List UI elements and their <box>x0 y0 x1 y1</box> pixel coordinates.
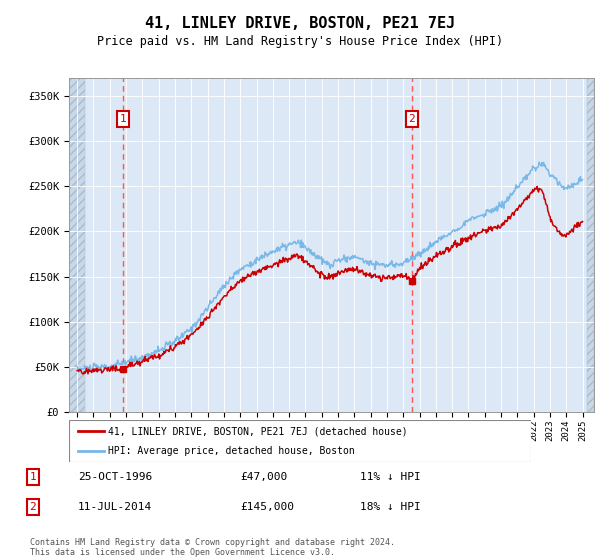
Text: 18% ↓ HPI: 18% ↓ HPI <box>360 502 421 512</box>
Text: £145,000: £145,000 <box>240 502 294 512</box>
Text: 2: 2 <box>29 502 37 512</box>
Text: 1: 1 <box>29 472 37 482</box>
Text: 2: 2 <box>409 114 415 124</box>
Text: 1: 1 <box>119 114 127 124</box>
Text: 41, LINLEY DRIVE, BOSTON, PE21 7EJ (detached house): 41, LINLEY DRIVE, BOSTON, PE21 7EJ (deta… <box>108 426 408 436</box>
Bar <box>69 78 85 412</box>
Text: £47,000: £47,000 <box>240 472 287 482</box>
Text: HPI: Average price, detached house, Boston: HPI: Average price, detached house, Bost… <box>108 446 355 456</box>
Text: 25-OCT-1996: 25-OCT-1996 <box>78 472 152 482</box>
Text: Price paid vs. HM Land Registry's House Price Index (HPI): Price paid vs. HM Land Registry's House … <box>97 35 503 48</box>
FancyBboxPatch shape <box>69 420 531 462</box>
Text: Contains HM Land Registry data © Crown copyright and database right 2024.
This d: Contains HM Land Registry data © Crown c… <box>30 538 395 557</box>
Text: 11% ↓ HPI: 11% ↓ HPI <box>360 472 421 482</box>
Bar <box>587 78 594 412</box>
Text: 41, LINLEY DRIVE, BOSTON, PE21 7EJ: 41, LINLEY DRIVE, BOSTON, PE21 7EJ <box>145 16 455 31</box>
Text: 11-JUL-2014: 11-JUL-2014 <box>78 502 152 512</box>
